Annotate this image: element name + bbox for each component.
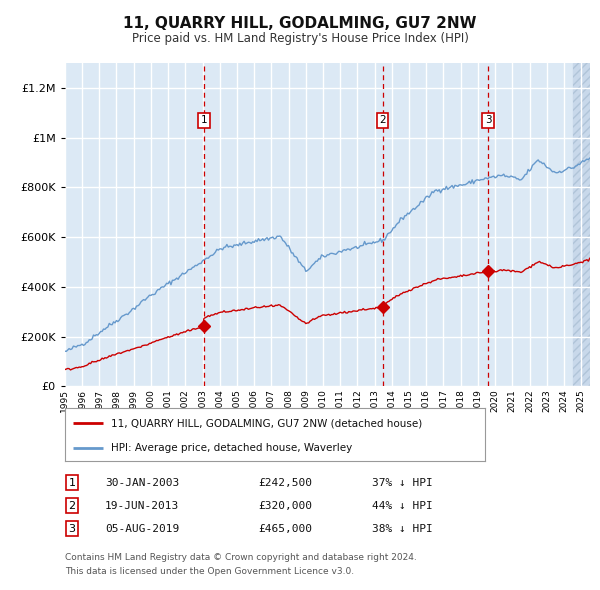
Text: 19-JUN-2013: 19-JUN-2013	[105, 501, 179, 510]
Text: 3: 3	[68, 524, 76, 533]
Text: 38% ↓ HPI: 38% ↓ HPI	[372, 524, 433, 533]
Text: 2: 2	[379, 115, 386, 125]
Text: 11, QUARRY HILL, GODALMING, GU7 2NW (detached house): 11, QUARRY HILL, GODALMING, GU7 2NW (det…	[111, 418, 422, 428]
Text: 3: 3	[485, 115, 491, 125]
Text: 11, QUARRY HILL, GODALMING, GU7 2NW: 11, QUARRY HILL, GODALMING, GU7 2NW	[123, 16, 477, 31]
Text: £320,000: £320,000	[258, 501, 312, 510]
Text: 37% ↓ HPI: 37% ↓ HPI	[372, 478, 433, 487]
Text: This data is licensed under the Open Government Licence v3.0.: This data is licensed under the Open Gov…	[65, 566, 354, 576]
Text: 44% ↓ HPI: 44% ↓ HPI	[372, 501, 433, 510]
Text: 1: 1	[200, 115, 207, 125]
Text: HPI: Average price, detached house, Waverley: HPI: Average price, detached house, Wave…	[111, 443, 352, 453]
Text: 2: 2	[68, 501, 76, 510]
Text: Price paid vs. HM Land Registry's House Price Index (HPI): Price paid vs. HM Land Registry's House …	[131, 32, 469, 45]
Bar	[572, 63, 590, 386]
Text: £465,000: £465,000	[258, 524, 312, 533]
Text: Contains HM Land Registry data © Crown copyright and database right 2024.: Contains HM Land Registry data © Crown c…	[65, 553, 416, 562]
Bar	[572, 63, 590, 386]
Text: £242,500: £242,500	[258, 478, 312, 487]
Text: 30-JAN-2003: 30-JAN-2003	[105, 478, 179, 487]
Text: 1: 1	[68, 478, 76, 487]
Text: 05-AUG-2019: 05-AUG-2019	[105, 524, 179, 533]
